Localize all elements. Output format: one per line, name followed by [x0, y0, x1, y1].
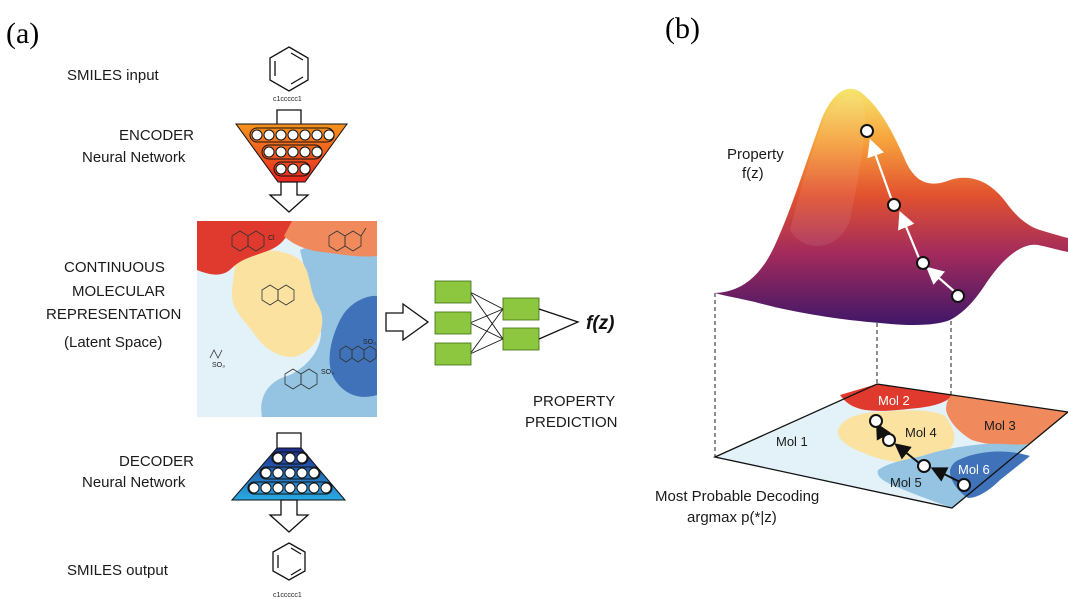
smiles-input-label: SMILES input — [67, 67, 160, 84]
benzene-output-icon — [272, 542, 306, 581]
latent-to-nn-arrow — [385, 302, 430, 342]
region-orange — [284, 221, 377, 257]
fz-output: f(z) — [586, 313, 614, 334]
panel-a-label: (a) — [6, 17, 39, 50]
plane-mol6: Mol 6 — [958, 462, 990, 477]
smiles-input-text: c1ccccc1 — [273, 96, 302, 103]
so3-label-c: SO₃ — [363, 339, 376, 346]
decoder-label-line2: Neural Network — [82, 474, 186, 491]
continuous-label-line3: REPRESENTATION — [46, 306, 181, 323]
region-dark-blue — [329, 295, 377, 397]
encoder-down-arrow — [268, 181, 310, 213]
smiles-output-label: SMILES output — [67, 562, 169, 579]
panel-b-label: (b) — [665, 12, 700, 45]
continuous-label-line1: CONTINUOUS — [64, 259, 165, 276]
plane-region-yellow — [837, 410, 955, 463]
plane-mol5: Mol 5 — [890, 475, 922, 490]
region-yellow — [231, 250, 323, 358]
surface-optimization-path — [860, 124, 965, 303]
encoder-label-line2: Neural Network — [82, 149, 186, 166]
encoder-neurons — [249, 127, 335, 177]
continuous-label-line2: MOLECULAR — [72, 283, 166, 300]
property-label-line1: Property — [727, 146, 784, 163]
property-label-line2: f(z) — [742, 165, 764, 182]
plane-optimization-path — [869, 414, 971, 492]
decoder-neurons — [247, 451, 333, 495]
decoder-down-arrow — [268, 499, 310, 533]
projection-lines — [714, 293, 952, 457]
benzene-input-icon — [269, 46, 309, 92]
so3-label-a: SO₃ — [212, 362, 225, 369]
surface-sheen — [790, 95, 865, 247]
decoding-label-line1: Most Probable Decoding — [655, 488, 819, 505]
property-network — [434, 280, 540, 366]
decoder-label-line1: DECODER — [119, 453, 194, 470]
plane-mol2: Mol 2 — [878, 393, 910, 408]
property-prediction-line2: PREDICTION — [525, 414, 618, 431]
latent-space-map: Cl SO₃ SO₃ SO₃ — [197, 221, 377, 417]
latent-space-label: (Latent Space) — [64, 334, 162, 351]
decoding-label-line2: argmax p(*|z) — [687, 509, 777, 526]
property-prediction-line1: PROPERTY — [533, 393, 615, 410]
so3-label-b: SO₃ — [321, 369, 334, 376]
encoder-label-line1: ENCODER — [119, 127, 194, 144]
encoder-input-bracket — [276, 109, 302, 124]
decoder-input-bracket — [276, 432, 302, 448]
plane-mol1: Mol 1 — [776, 434, 808, 449]
smiles-output-text: c1ccccc1 — [273, 592, 302, 599]
chloro-label: Cl — [268, 235, 275, 242]
plane-mol3: Mol 3 — [984, 418, 1016, 433]
nn-to-output-arrow — [538, 308, 580, 340]
plane-region-red — [840, 384, 952, 411]
plane-mol4: Mol 4 — [905, 425, 937, 440]
